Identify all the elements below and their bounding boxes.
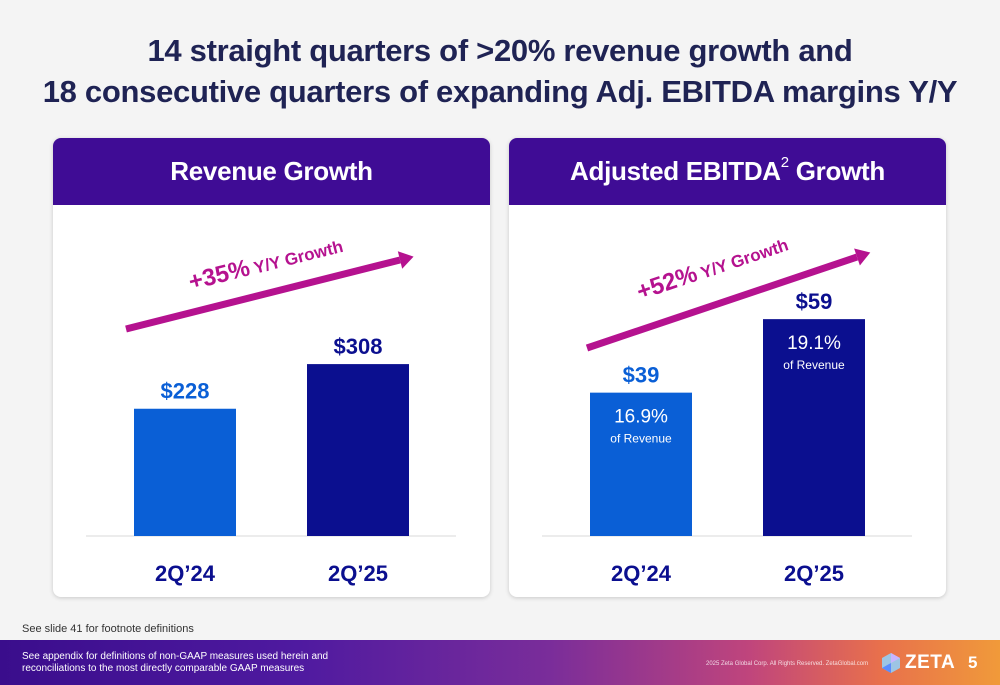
growth-arrow-shaft [585, 253, 859, 352]
ebitda-card-header: Adjusted EBITDA 2 Growth [509, 138, 946, 205]
growth-annotation: +35% Y/Y Growth [186, 231, 346, 296]
zeta-logo-icon [882, 653, 900, 673]
x-tick-label: 2Q’24 [611, 561, 672, 586]
footnote: See slide 41 for footnote definitions [22, 623, 194, 635]
margin-percent-label: 16.9% [614, 407, 668, 428]
growth-arrow-head [854, 248, 871, 266]
zeta-logo: ZETA [880, 652, 955, 674]
bar-1 [590, 392, 692, 536]
growth-annotation: +52% Y/Y Growth [633, 230, 791, 306]
revenue-card-header: Revenue Growth [53, 138, 490, 205]
growth-percent: +52% [633, 260, 700, 305]
growth-text: Y/Y Growth [694, 235, 791, 284]
zeta-logo-word: ZETA [905, 652, 956, 673]
growth-arrow-head [397, 251, 414, 269]
margin-percent-label: 19.1% [787, 333, 841, 354]
x-tick-label: 2Q’24 [155, 561, 216, 586]
revenue-bar-chart: $228 2Q’24 $308 2Q’25 +35% Y/Y Growth [86, 231, 456, 586]
ebitda-card-title-superscript: 2 [780, 154, 789, 171]
ebitda-bar-chart: $39 2Q’24 16.9% of Revenue $59 2Q’25 19.1% of R… [542, 230, 912, 586]
bar-1 [134, 408, 236, 536]
growth-arrow-shaft [125, 256, 401, 333]
title-line-2: 18 consecutive quarters of expanding Adj… [42, 74, 958, 109]
revenue-card-title: Revenue Growth [170, 156, 373, 186]
revenue-growth-card: Revenue Growth $228 2Q’24 $308 2Q’25 +35% Y/… [53, 138, 490, 597]
x-tick-label: 2Q’25 [328, 561, 388, 586]
slide-title: 14 straight quarters of >20% revenue gro… [0, 30, 1000, 112]
bar-value-label: $59 [796, 289, 833, 314]
copyright-text: 2025 Zeta Global Corp. All Rights Reserv… [706, 661, 869, 667]
x-tick-label: 2Q’25 [784, 561, 844, 586]
bar-value-label: $228 [161, 379, 210, 404]
bar-2 [763, 319, 865, 536]
title-line-1: 14 straight quarters of >20% revenue gro… [147, 33, 853, 68]
growth-text: Y/Y Growth [248, 237, 345, 279]
page-number: 5 [968, 653, 978, 672]
ebitda-growth-card: Adjusted EBITDA 2 Growth $39 2Q’24 16.9% of … [509, 138, 946, 597]
footer-note: See appendix for definitions of non-GAAP… [22, 651, 329, 674]
margin-sublabel: of Revenue [783, 358, 845, 372]
footer-bar: See appendix for definitions of non-GAAP… [0, 640, 1000, 685]
ebitda-card-title: Adjusted EBITDA [570, 156, 781, 186]
bar-value-label: $308 [334, 334, 383, 359]
bar-2 [307, 364, 409, 536]
margin-sublabel: of Revenue [610, 432, 672, 446]
growth-percent: +35% [186, 254, 253, 295]
bar-value-label: $39 [623, 363, 660, 388]
ebitda-card-title-suffix: Growth [788, 156, 886, 186]
